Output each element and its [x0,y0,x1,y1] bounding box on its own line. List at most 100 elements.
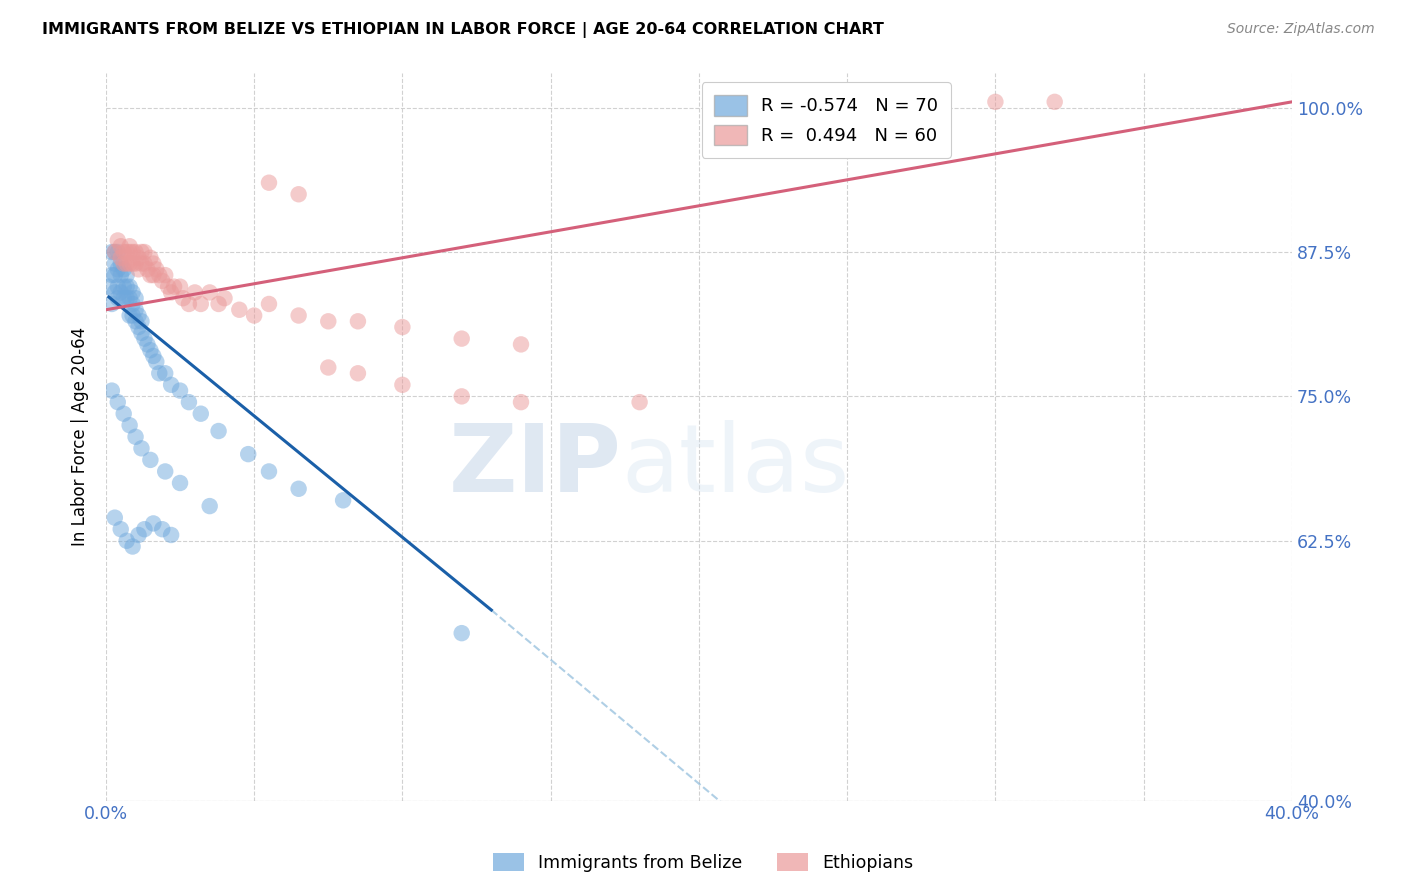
Text: IMMIGRANTS FROM BELIZE VS ETHIOPIAN IN LABOR FORCE | AGE 20-64 CORRELATION CHART: IMMIGRANTS FROM BELIZE VS ETHIOPIAN IN L… [42,22,884,38]
Point [128,309,150,323]
Point [112,262,135,277]
Point [287,482,309,496]
Point [169,384,191,398]
Point [177,395,200,409]
Point [257,297,280,311]
Point [124,245,146,260]
Point [160,377,183,392]
Point [104,256,127,270]
Point [316,360,339,375]
Point [121,285,143,300]
Point [128,320,150,334]
Text: ZIP: ZIP [449,420,621,512]
Point [124,314,146,328]
Point [510,395,533,409]
Point [101,268,124,282]
Point [131,314,153,328]
Point [131,326,153,340]
Point [118,418,141,433]
Point [157,279,180,293]
Point [984,95,1007,109]
Point [124,430,146,444]
Point [104,268,127,282]
Point [124,302,146,317]
Point [450,389,472,403]
Point [169,475,191,490]
Point [207,424,229,438]
Point [155,268,177,282]
Point [107,234,129,248]
Point [134,522,156,536]
Point [391,320,413,334]
Point [150,522,173,536]
Point [134,245,156,260]
Point [155,465,177,479]
Point [287,309,309,323]
Point [128,528,150,542]
Point [118,245,141,260]
Point [131,245,153,260]
Point [207,297,229,311]
Point [142,256,165,270]
Point [163,279,186,293]
Point [121,297,143,311]
Point [118,239,141,253]
Point [628,395,651,409]
Point [107,291,129,305]
Point [110,239,132,253]
Point [112,279,135,293]
Point [257,465,280,479]
Point [145,262,167,277]
Text: Source: ZipAtlas.com: Source: ZipAtlas.com [1227,22,1375,37]
Point [184,285,207,300]
Point [112,256,135,270]
Point [107,245,129,260]
Point [1043,95,1066,109]
Point [190,407,212,421]
Point [115,245,138,260]
Point [101,297,124,311]
Legend: Immigrants from Belize, Ethiopians: Immigrants from Belize, Ethiopians [486,847,920,879]
Point [118,309,141,323]
Point [136,262,159,277]
Point [316,314,339,328]
Point [198,499,221,513]
Point [142,516,165,531]
Point [172,291,194,305]
Point [169,279,191,293]
Point [148,268,170,282]
Point [214,291,236,305]
Point [332,493,354,508]
Point [139,343,162,358]
Point [121,256,143,270]
Point [115,291,138,305]
Point [160,528,183,542]
Point [243,309,266,323]
Point [198,285,221,300]
Point [134,256,156,270]
Point [391,377,413,392]
Point [228,302,250,317]
Point [139,251,162,265]
Point [510,337,533,351]
Point [287,187,309,202]
Point [136,337,159,351]
Point [118,291,141,305]
Point [139,268,162,282]
Y-axis label: In Labor Force | Age 20-64: In Labor Force | Age 20-64 [72,327,89,547]
Point [110,256,132,270]
Point [142,268,165,282]
Point [257,176,280,190]
Point [124,256,146,270]
Text: atlas: atlas [621,420,851,512]
Point [107,395,129,409]
Point [110,251,132,265]
Point [177,297,200,311]
Point [347,366,370,380]
Point [450,332,472,346]
Point [104,510,127,524]
Point [121,540,143,554]
Point [150,274,173,288]
Point [115,256,138,270]
Point [110,268,132,282]
